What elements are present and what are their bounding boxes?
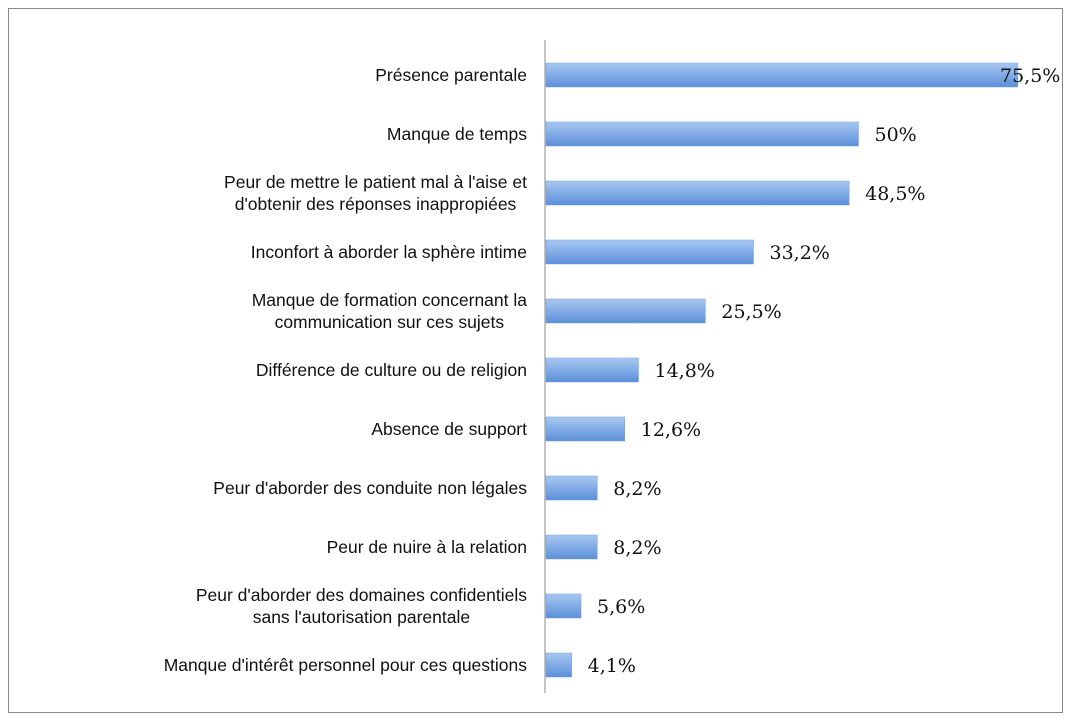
category-label: Peur de mettre le patient mal à l'aise e… — [224, 172, 527, 214]
value-label: 4,1% — [588, 655, 636, 677]
category-label: Manque d'intérêt personnel pour ces ques… — [163, 655, 527, 675]
value-label: 14,8% — [655, 360, 715, 382]
value-label: 5,6% — [597, 596, 645, 618]
bar — [545, 593, 582, 619]
bar — [545, 121, 859, 147]
bar — [545, 534, 598, 560]
category-label: Manque de formation concernant la commun… — [251, 290, 527, 332]
bar — [545, 357, 639, 383]
bar — [545, 652, 572, 678]
bar — [545, 298, 706, 324]
value-label: 48,5% — [865, 183, 925, 205]
category-label: Peur de nuire à la relation — [326, 537, 527, 557]
category-label: Différence de culture ou de religion — [255, 360, 527, 380]
bar — [545, 475, 598, 501]
category-label: Peur d'aborder des conduite non légales — [213, 478, 527, 498]
value-label: 8,2% — [613, 478, 661, 500]
category-label: Présence parentale — [375, 65, 527, 85]
bar — [545, 239, 754, 265]
bar — [545, 416, 625, 442]
value-label: 25,5% — [721, 301, 781, 323]
bar — [545, 180, 850, 206]
category-label: Peur d'aborder des domaines confidentiel… — [195, 585, 527, 627]
category-label: Manque de temps — [386, 124, 527, 144]
value-label: 8,2% — [613, 537, 661, 559]
category-label: Inconfort à aborder la sphère intime — [250, 242, 527, 262]
value-label: 33,2% — [770, 242, 830, 264]
value-label: 12,6% — [641, 419, 701, 441]
value-label: 50% — [875, 124, 917, 146]
chart-border — [8, 8, 1063, 713]
bar — [545, 62, 1019, 88]
category-label: Absence de support — [371, 419, 527, 439]
value-label: 75,5% — [1000, 65, 1060, 87]
